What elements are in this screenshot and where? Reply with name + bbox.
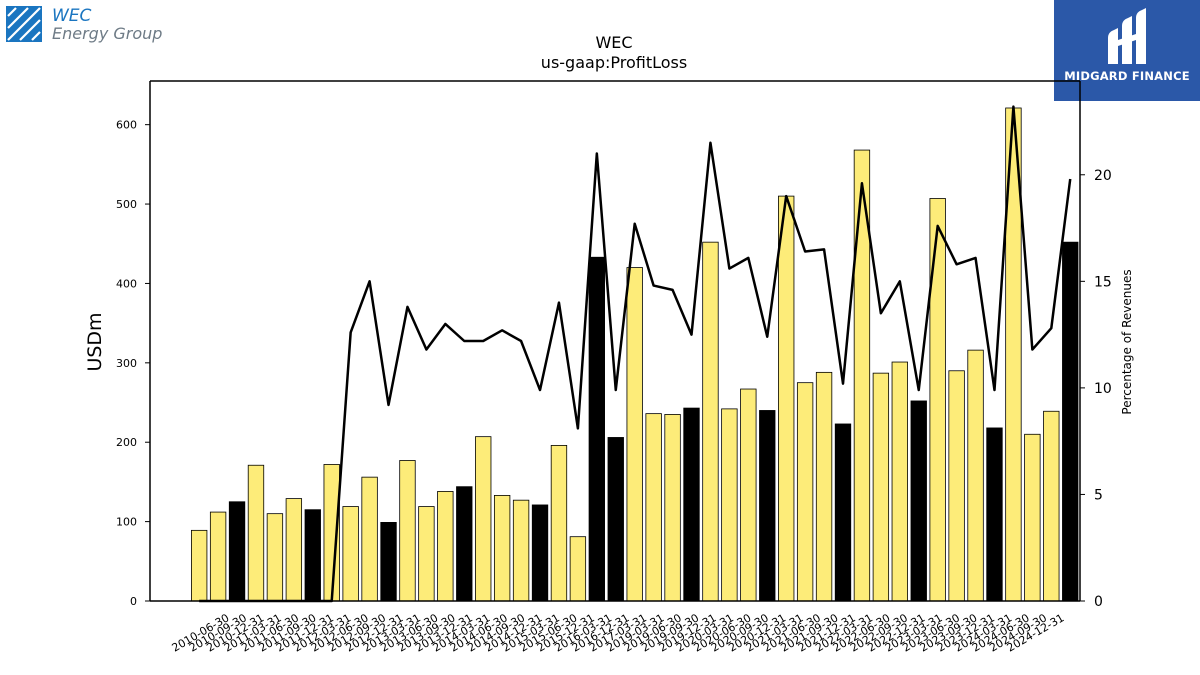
- wec-logo-line1: WEC: [52, 6, 92, 26]
- bar: [834, 423, 852, 602]
- bar: [986, 427, 1003, 602]
- bar: [664, 414, 681, 602]
- bar: [209, 511, 227, 602]
- y-tick-label: 100: [116, 516, 137, 529]
- bar: [228, 501, 246, 602]
- bar: [437, 491, 454, 602]
- bar: [1062, 241, 1079, 602]
- wec-logo: WEC Energy Group: [6, 6, 166, 46]
- bar: [550, 444, 568, 602]
- y-tick-label: 400: [116, 277, 137, 290]
- bar: [815, 371, 833, 602]
- chart-title: WEC: [595, 33, 632, 52]
- bar: [588, 256, 605, 602]
- wec-logo-mark-icon: [6, 6, 42, 42]
- bar: [740, 388, 757, 602]
- midgard-finance-logo: MIDGARD FINANCE: [1054, 0, 1200, 101]
- bar: [607, 437, 624, 602]
- bar: [512, 499, 530, 602]
- wec-logo-line2: Energy Group: [52, 24, 163, 43]
- x-axis: 2010-06-302010-09-302010-12-312011-03-31…: [170, 611, 1067, 654]
- bar: [626, 267, 643, 602]
- wec-logo-text: WEC Energy Group: [52, 6, 163, 43]
- y-tick-label: 0: [130, 595, 137, 608]
- bar: [247, 464, 265, 602]
- bar: [285, 498, 303, 602]
- bar: [872, 372, 890, 602]
- bar: [493, 495, 511, 602]
- bar: [910, 400, 927, 602]
- bar: [967, 349, 984, 602]
- bar: [399, 460, 416, 602]
- bar: [361, 476, 378, 602]
- y2-tick-label: 10: [1094, 381, 1112, 397]
- bar: [1024, 433, 1041, 602]
- bar: [796, 382, 814, 602]
- y2-tick-label: 20: [1094, 168, 1112, 184]
- chart-subtitle: us-gaap:ProfitLoss: [541, 53, 687, 72]
- line-series: [199, 105, 1072, 603]
- midgard-logo-mark-icon: [1108, 8, 1146, 64]
- y-tick-label: 500: [116, 198, 137, 211]
- y-tick-label: 300: [116, 357, 137, 370]
- bar: [569, 536, 587, 602]
- bar: [1043, 410, 1060, 602]
- bar: [531, 504, 549, 602]
- bar: [759, 410, 776, 602]
- bar: [475, 436, 492, 602]
- bar: [702, 241, 719, 602]
- bar: [190, 529, 208, 602]
- bar: [456, 486, 473, 602]
- bar: [929, 198, 946, 602]
- y2-axis-label: Percentage of Revenues: [1120, 269, 1134, 414]
- bar: [304, 509, 321, 602]
- bar: [342, 506, 359, 602]
- y-tick-label: 200: [116, 436, 137, 449]
- bar: [266, 513, 284, 602]
- percentage-line: [199, 105, 1072, 603]
- bar-series: [190, 107, 1079, 602]
- bar: [948, 370, 965, 602]
- y-axis-left: 0 100 200 300 400 500 600: [116, 119, 150, 608]
- midgard-logo-text: MIDGARD FINANCE: [1064, 69, 1190, 83]
- bar: [891, 361, 908, 602]
- y-axis-right: 0 5 10 15 20: [1080, 168, 1112, 610]
- bar: [380, 522, 397, 602]
- bar: [645, 413, 662, 602]
- bar: [721, 408, 738, 602]
- y-axis-label: USDm: [84, 312, 106, 371]
- y2-tick-label: 15: [1094, 274, 1112, 290]
- bar: [418, 506, 435, 602]
- y2-tick-label: 5: [1094, 487, 1103, 503]
- y-tick-label: 600: [116, 119, 137, 132]
- bar: [778, 195, 795, 602]
- y2-tick-label: 0: [1094, 594, 1103, 610]
- bar: [683, 407, 700, 602]
- plot-frame: [149, 80, 1081, 602]
